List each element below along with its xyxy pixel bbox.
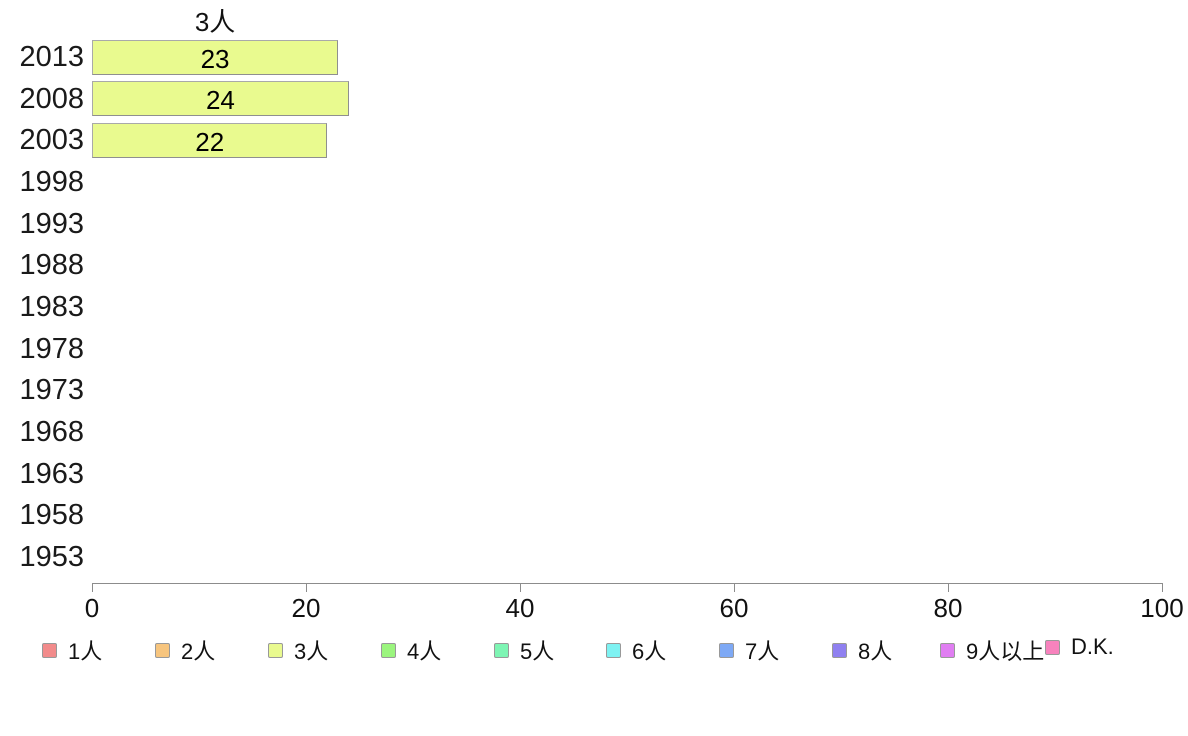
legend-item-6人[interactable]: 6人: [606, 634, 666, 666]
legend-label: 5人: [520, 639, 555, 664]
y-axis-label-2003: 2003: [19, 124, 84, 157]
bar-2008: 24: [92, 81, 349, 117]
legend-item-7人[interactable]: 7人: [719, 634, 779, 666]
legend-swatch-icon: [940, 642, 955, 658]
legend-swatch-icon: [381, 642, 396, 658]
legend-swatch-icon: [606, 642, 621, 658]
legend-label: 8人: [858, 639, 893, 664]
x-axis-tick: [948, 583, 949, 592]
bar-2003: 22: [92, 122, 328, 158]
y-axis-label-1958: 1958: [19, 499, 84, 532]
legend-item-5人[interactable]: 5人: [494, 634, 554, 666]
y-axis-label-1953: 1953: [19, 540, 84, 573]
bar-value-label: 22: [195, 126, 225, 157]
legend-item-4人[interactable]: 4人: [381, 634, 441, 666]
x-axis-tick-label: 80: [933, 593, 963, 623]
legend-swatch-icon: [155, 642, 170, 658]
legend-label: 6人: [632, 639, 667, 664]
legend-label: 7人: [745, 639, 780, 664]
legend-item-3人[interactable]: 3人: [268, 634, 328, 666]
bar-value-label: 23: [200, 43, 230, 74]
legend-label: 1人: [68, 639, 103, 664]
legend-swatch-icon: [719, 642, 734, 658]
y-axis-label-1968: 1968: [19, 415, 84, 448]
x-axis-tick-label: 40: [505, 593, 535, 623]
legend-swatch-icon: [1045, 639, 1060, 655]
x-axis-tick-label: 0: [84, 593, 100, 623]
x-axis-tick-label: 60: [719, 593, 749, 623]
x-axis-tick: [1162, 583, 1163, 592]
legend-swatch-icon: [268, 642, 283, 658]
y-axis-label-1978: 1978: [19, 332, 84, 365]
legend-item-9人以上[interactable]: 9人以上: [940, 634, 1044, 666]
legend-swatch-icon: [494, 642, 509, 658]
legend-label: 3人: [294, 639, 329, 664]
y-axis-label-2008: 2008: [19, 82, 84, 115]
x-axis-tick: [734, 583, 735, 592]
legend-swatch-icon: [832, 642, 847, 658]
legend-swatch-icon: [42, 642, 57, 658]
y-axis-label-1973: 1973: [19, 374, 84, 407]
x-axis-tick: [92, 583, 93, 592]
legend-label: 2人: [181, 639, 216, 664]
legend-item-1人[interactable]: 1人: [42, 634, 102, 666]
y-axis-label-1983: 1983: [19, 290, 84, 323]
legend: 1人 2人 3人 4人 5人 6人 7人 8人 9人以上 D.K.: [0, 634, 1188, 664]
x-axis-tick-label: 100: [1140, 593, 1184, 623]
legend-label: D.K.: [1071, 634, 1114, 659]
x-axis-tick: [306, 583, 307, 592]
legend-item-8人[interactable]: 8人: [832, 634, 892, 666]
legend-label: 9人以上: [966, 639, 1045, 664]
x-axis-tick-label: 20: [291, 593, 321, 623]
x-axis-line: [92, 583, 1163, 584]
y-axis-label-1998: 1998: [19, 165, 84, 198]
y-axis-label-1963: 1963: [19, 457, 84, 490]
y-axis-label-2013: 2013: [19, 41, 84, 73]
legend-item-D.K.[interactable]: D.K.: [1045, 634, 1114, 660]
y-axis-label-1988: 1988: [19, 249, 84, 282]
x-axis-tick: [520, 583, 521, 592]
bar-2013: 23: [92, 39, 339, 75]
y-axis-label-1993: 1993: [19, 207, 84, 240]
bar-value-label: 24: [205, 85, 235, 116]
legend-item-2人[interactable]: 2人: [155, 634, 215, 666]
legend-label: 4人: [407, 639, 442, 664]
chart-title: 3人: [194, 7, 236, 37]
